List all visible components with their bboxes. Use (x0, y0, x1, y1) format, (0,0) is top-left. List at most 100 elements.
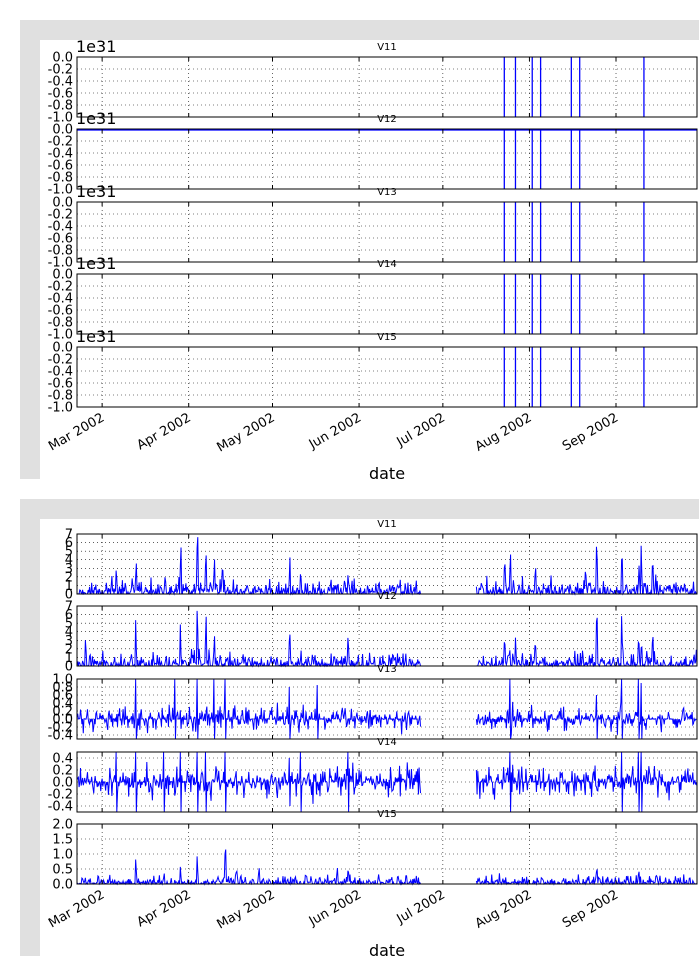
panel-frame (76, 56, 698, 118)
data-line-v11 (475, 545, 698, 596)
series-title-v11: V11 (377, 42, 397, 53)
y-tick-label: 0.8 (52, 681, 73, 696)
y-tick-label: -0.2 (48, 63, 73, 78)
panel-frame (76, 605, 698, 667)
y-tick-label: 0.0 (52, 268, 73, 283)
y-tick-label: -0.2 (48, 721, 73, 736)
x-tick-label: Jun 2002 (306, 887, 364, 929)
y-tick-label: -0.4 (48, 365, 73, 380)
panel-frame (76, 128, 698, 190)
y-tick-label: 1.5 (52, 833, 73, 848)
y-tick-label: 2 (65, 570, 73, 585)
x-tick-label: Aug 2002 (473, 887, 535, 931)
y-tick-label: -0.8 (48, 316, 73, 331)
series-title-v15: V15 (377, 809, 397, 820)
y-tick-label: 3 (65, 562, 73, 577)
y-tick-label: -0.8 (48, 99, 73, 114)
y-tick-label: -0.6 (48, 377, 73, 392)
y-tick-label: 4 (65, 625, 73, 640)
y-tick-label: 0.6 (52, 689, 73, 704)
y-tick-label: 7 (65, 600, 73, 615)
axis-scale-label: 1e31 (76, 254, 116, 273)
y-tick-label: 6 (65, 536, 73, 551)
y-tick-label: -0.2 (48, 208, 73, 223)
y-tick-label: 0.5 (52, 863, 73, 878)
x-tick-label: Apr 2002 (134, 887, 193, 930)
y-tick-label: -0.2 (48, 353, 73, 368)
y-tick-label: 0 (65, 660, 73, 675)
y-tick-label: -0.4 (48, 147, 73, 162)
y-tick-label: 4 (65, 553, 73, 568)
y-tick-label: -0.6 (48, 232, 73, 247)
series-title-v15: V15 (377, 332, 397, 343)
y-tick-label: 5 (65, 545, 73, 560)
panel-frame (76, 751, 698, 813)
y-tick-label: -0.8 (48, 171, 73, 186)
y-tick-label: -1.0 (48, 256, 73, 271)
y-tick-label: -0.8 (48, 244, 73, 259)
y-tick-label: -0.6 (48, 87, 73, 102)
data-line-v11 (76, 537, 421, 596)
y-tick-label: 3 (65, 634, 73, 649)
y-tick-label: -1.0 (48, 183, 73, 198)
y-tick-label: 0.0 (52, 341, 73, 356)
y-tick-label: 0.0 (52, 713, 73, 728)
y-tick-label: 0.4 (52, 752, 73, 767)
panel-frame (76, 823, 698, 885)
y-tick-label: -0.2 (48, 788, 73, 803)
y-tick-label: 0.4 (52, 697, 73, 712)
x-tick-label: Mar 2002 (46, 887, 107, 931)
y-tick-label: -1.0 (48, 328, 73, 343)
axis-scale-label: 1e31 (76, 182, 116, 201)
y-tick-label: -1.0 (48, 401, 73, 416)
data-line-v13 (475, 678, 698, 740)
data-line-v14 (76, 751, 422, 813)
series-title-v14: V14 (377, 259, 397, 270)
panel-frame (76, 533, 698, 595)
data-line-v13 (76, 678, 422, 740)
y-tick-label: 1.0 (52, 848, 73, 863)
x-axis-label: date (369, 941, 405, 956)
y-tick-label: -0.4 (48, 292, 73, 307)
x-tick-label: May 2002 (214, 887, 277, 932)
y-tick-label: 1 (65, 579, 73, 594)
y-tick-label: 0.2 (52, 764, 73, 779)
x-tick-label: Jul 2002 (394, 887, 448, 927)
y-tick-label: -0.4 (48, 729, 73, 744)
x-tick-label: Sep 2002 (560, 887, 621, 931)
y-tick-label: 2 (65, 642, 73, 657)
y-tick-label: 1.0 (52, 673, 73, 688)
y-tick-label: 5 (65, 617, 73, 632)
y-tick-label: 0.2 (52, 705, 73, 720)
y-tick-label: 6 (65, 608, 73, 623)
data-line-v14 (475, 751, 698, 813)
y-tick-label: -0.8 (48, 389, 73, 404)
axis-scale-label: 1e31 (76, 37, 116, 56)
y-tick-label: -0.2 (48, 135, 73, 150)
y-tick-label: -0.2 (48, 280, 73, 295)
axis-scale-label: 1e31 (76, 327, 116, 346)
y-tick-label: -0.6 (48, 304, 73, 319)
axis-scale-label: 1e31 (76, 109, 116, 128)
panel-v13: 1.00.80.60.40.20.0-0.2-0.4 V13 (48, 664, 698, 744)
series-title-v13: V13 (377, 187, 397, 198)
y-tick-label: 0.0 (52, 123, 73, 138)
y-tick-label: 2.0 (52, 818, 73, 833)
y-tick-label: -0.4 (48, 75, 73, 90)
series-title-v12: V12 (377, 591, 397, 602)
y-tick-label: -0.4 (48, 220, 73, 235)
y-tick-label: -0.6 (48, 159, 73, 174)
y-tick-label: 0.0 (52, 878, 73, 893)
panel-v14: 0.40.20.0-0.2-0.4 V14 (48, 737, 698, 815)
panel-frame (76, 273, 698, 335)
y-tick-label: -0.4 (48, 800, 73, 815)
series-title-v13: V13 (377, 664, 397, 675)
